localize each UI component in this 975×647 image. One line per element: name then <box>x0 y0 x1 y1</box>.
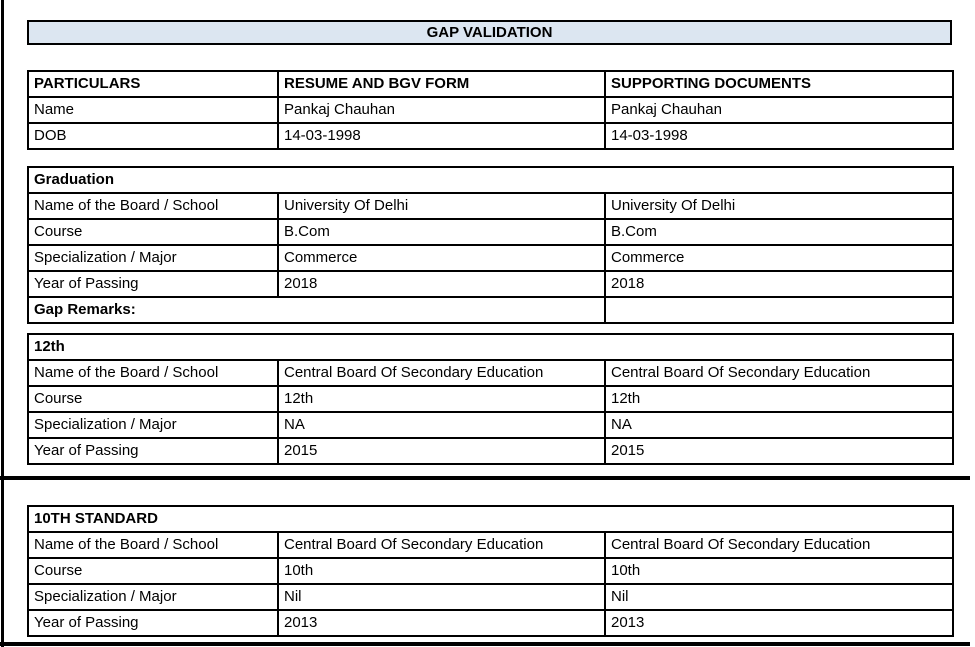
section-title-12th: 12th <box>27 333 954 361</box>
gap-remarks-row: Gap Remarks: <box>27 296 954 324</box>
value-cell-dob-supporting: 14-03-1998 <box>604 122 954 150</box>
value-cell-year-supporting: 2013 <box>603 609 955 637</box>
twelfth-title-row: 12th <box>27 333 954 361</box>
column-header-resume-bgv: RESUME AND BGV FORM <box>277 70 606 98</box>
label-cell-year-of-passing: Year of Passing <box>27 437 279 465</box>
identity-header-row: PARTICULARS RESUME AND BGV FORM SUPPORTI… <box>27 70 954 98</box>
value-cell-board-supporting: Central Board Of Secondary Education <box>604 359 954 387</box>
value-cell-board-resume: Central Board Of Secondary Education <box>277 359 606 387</box>
tenth-title-row: 10TH STANDARD <box>26 505 955 533</box>
graduation-title-row: Graduation <box>27 166 954 194</box>
value-cell-board-resume: University Of Delhi <box>277 192 606 220</box>
page-title-text: GAP VALIDATION <box>426 24 553 41</box>
label-cell-course: Course <box>27 218 279 246</box>
value-cell-specialization-resume: Nil <box>277 583 606 611</box>
label-cell-board-school: Name of the Board / School <box>27 531 279 559</box>
identity-row-dob: DOB 14-03-1998 14-03-1998 <box>27 122 954 150</box>
value-cell-course-resume: 10th <box>277 557 606 585</box>
table-row: Specialization / Major NA NA <box>27 411 954 439</box>
label-cell-year-of-passing: Year of Passing <box>27 270 279 298</box>
table-row: Course 10th 10th <box>27 557 955 585</box>
table-row: Name of the Board / School Central Board… <box>27 359 954 387</box>
graduation-table: Graduation Name of the Board / School Un… <box>27 166 954 324</box>
value-cell-name-resume: Pankaj Chauhan <box>277 96 606 124</box>
gap-remarks-empty-cell <box>604 296 954 324</box>
twelfth-table: 12th Name of the Board / School Central … <box>27 333 954 465</box>
table-row: Year of Passing 2013 2013 <box>27 609 955 637</box>
value-cell-course-supporting: 10th <box>603 557 955 585</box>
table-row: Course B.Com B.Com <box>27 218 954 246</box>
value-cell-course-supporting: 12th <box>604 385 954 413</box>
value-cell-board-supporting: Central Board Of Secondary Education <box>603 531 955 559</box>
label-cell-board-school: Name of the Board / School <box>27 192 279 220</box>
label-cell-course: Course <box>27 557 279 585</box>
label-cell-board-school: Name of the Board / School <box>27 359 279 387</box>
value-cell-year-resume: 2015 <box>277 437 606 465</box>
value-cell-specialization-supporting: Commerce <box>604 244 954 272</box>
identity-row-name: Name Pankaj Chauhan Pankaj Chauhan <box>27 96 954 124</box>
table-row: Name of the Board / School University Of… <box>27 192 954 220</box>
table-row: Specialization / Major Nil Nil <box>27 583 955 611</box>
page-title: GAP VALIDATION <box>27 20 952 45</box>
label-cell-specialization: Specialization / Major <box>27 583 279 611</box>
table-row: Name of the Board / School Central Board… <box>27 531 955 559</box>
value-cell-course-resume: B.Com <box>277 218 606 246</box>
value-cell-board-supporting: University Of Delhi <box>604 192 954 220</box>
label-cell-specialization: Specialization / Major <box>27 411 279 439</box>
tenth-table: 10TH STANDARD Name of the Board / School… <box>26 505 955 637</box>
section-title-graduation: Graduation <box>27 166 954 194</box>
value-cell-specialization-supporting: NA <box>604 411 954 439</box>
value-cell-course-supporting: B.Com <box>604 218 954 246</box>
column-header-supporting-docs: SUPPORTING DOCUMENTS <box>604 70 954 98</box>
value-cell-name-supporting: Pankaj Chauhan <box>604 96 954 124</box>
label-cell-name: Name <box>27 96 279 124</box>
table-row: Year of Passing 2015 2015 <box>27 437 954 465</box>
table-row: Year of Passing 2018 2018 <box>27 270 954 298</box>
section-title-10th-standard: 10TH STANDARD <box>26 505 955 533</box>
value-cell-specialization-supporting: Nil <box>603 583 955 611</box>
label-cell-course: Course <box>27 385 279 413</box>
gap-remarks-label: Gap Remarks: <box>27 296 606 324</box>
identity-table: PARTICULARS RESUME AND BGV FORM SUPPORTI… <box>27 70 954 150</box>
section-divider-line-bottom <box>0 642 970 646</box>
value-cell-year-supporting: 2015 <box>604 437 954 465</box>
value-cell-dob-resume: 14-03-1998 <box>277 122 606 150</box>
value-cell-specialization-resume: NA <box>277 411 606 439</box>
value-cell-board-resume: Central Board Of Secondary Education <box>277 531 606 559</box>
page-left-border <box>1 0 4 647</box>
label-cell-dob: DOB <box>27 122 279 150</box>
value-cell-course-resume: 12th <box>277 385 606 413</box>
value-cell-year-resume: 2018 <box>277 270 606 298</box>
table-row: Course 12th 12th <box>27 385 954 413</box>
table-row: Specialization / Major Commerce Commerce <box>27 244 954 272</box>
label-cell-year-of-passing: Year of Passing <box>27 609 279 637</box>
section-divider-line-top <box>0 476 970 480</box>
label-cell-specialization: Specialization / Major <box>27 244 279 272</box>
value-cell-specialization-resume: Commerce <box>277 244 606 272</box>
value-cell-year-supporting: 2018 <box>604 270 954 298</box>
value-cell-year-resume: 2013 <box>277 609 606 637</box>
column-header-particulars: PARTICULARS <box>27 70 279 98</box>
